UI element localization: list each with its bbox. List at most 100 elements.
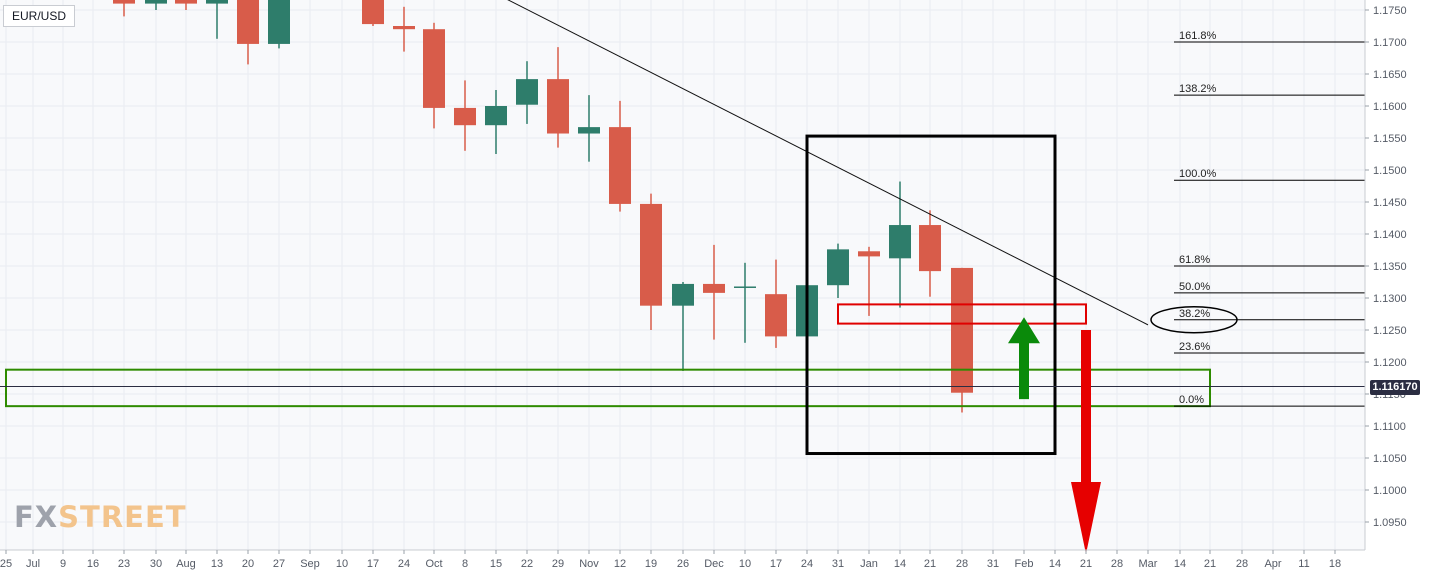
candle — [640, 193, 662, 330]
x-tick-label: 26 — [677, 558, 689, 570]
x-tick-label: 21 — [1204, 558, 1216, 570]
y-tick-label: 1.1600 — [1373, 101, 1407, 113]
support-zone — [5, 368, 1211, 408]
x-tick-label: 10 — [336, 558, 348, 570]
candle-body — [858, 251, 880, 257]
x-tick-label: 27 — [273, 558, 285, 570]
candle — [113, 0, 135, 17]
candle-body — [454, 107, 476, 126]
candle-body — [206, 0, 228, 4]
candle-body — [703, 283, 725, 293]
x-tick-label: 9 — [60, 558, 66, 570]
y-tick-label: 1.1700 — [1373, 37, 1407, 49]
x-tick-label: Jul — [26, 558, 40, 570]
candle — [268, 0, 290, 49]
candle — [175, 0, 197, 10]
candle-body — [145, 0, 167, 4]
y-tick-label: 1.0950 — [1373, 517, 1407, 529]
last-price-badge: 1.116170 — [1370, 380, 1420, 395]
candle-body — [734, 286, 756, 288]
x-tick-label: 29 — [552, 558, 564, 570]
candle-body — [362, 0, 384, 25]
candle-body — [516, 79, 538, 105]
x-tick-label: 11 — [1298, 558, 1309, 570]
logo-part-fx: FX — [14, 500, 59, 534]
y-tick-label: 1.1750 — [1373, 5, 1407, 17]
y-tick-label: 1.1450 — [1373, 197, 1407, 209]
x-tick-label: 17 — [367, 558, 379, 570]
candle — [206, 0, 228, 39]
x-tick-label: 10 — [739, 558, 751, 570]
x-tick-label: 8 — [462, 558, 468, 570]
fib-level-label: 23.6% — [1179, 341, 1210, 353]
y-tick-label: 1.1000 — [1373, 485, 1407, 497]
y-tick-label: 1.1250 — [1373, 325, 1407, 337]
y-tick-label: 1.1650 — [1373, 69, 1407, 81]
candle — [951, 267, 973, 413]
y-tick-label: 1.1200 — [1373, 357, 1407, 369]
fib-level-label: 0.0% — [1179, 394, 1204, 406]
x-tick-label: Dec — [704, 558, 724, 570]
x-tick-label: 24 — [801, 558, 813, 570]
y-axis-ticks: 1.1750 1.1700 1.1650 1.1600 1.1550 1.1500 1.14… — [1365, 5, 1407, 529]
candle — [362, 0, 384, 26]
x-tick-label: 14 — [894, 558, 906, 570]
candle — [609, 100, 631, 212]
x-tick-label: 16 — [87, 558, 99, 570]
highlight-ellipse — [1150, 306, 1238, 334]
x-tick-label: 22 — [521, 558, 533, 570]
arrow-down-icon — [1071, 330, 1101, 554]
x-tick-label: 20 — [242, 558, 254, 570]
x-tick-label: 28 — [956, 558, 968, 570]
x-tick-label: 31 — [832, 558, 844, 570]
candles — [113, 0, 973, 413]
x-tick-label: Nov — [579, 558, 599, 570]
candle — [423, 22, 445, 129]
x-tick-label: 15 — [490, 558, 502, 570]
y-tick-label: 1.1300 — [1373, 293, 1407, 305]
y-tick-label: 1.1100 — [1373, 421, 1406, 433]
candle-body — [485, 106, 507, 126]
resistance-zone — [837, 303, 1087, 325]
candle-body — [578, 127, 600, 134]
x-tick-label: 28 — [1236, 558, 1248, 570]
arrow-up-icon — [1008, 317, 1040, 400]
x-tick-label: 28 — [1111, 558, 1123, 570]
candle — [734, 262, 756, 343]
x-tick-label: 14 — [1049, 558, 1061, 570]
x-tick-label: Sep — [300, 558, 320, 570]
x-tick-label: 21 — [1080, 558, 1092, 570]
candle — [765, 259, 787, 348]
x-tick-label: 23 — [118, 558, 130, 570]
candle — [454, 80, 476, 151]
candle-body — [765, 294, 787, 337]
overlays: 161.8% 138.2% 100.0% 61.8% 50.0% 38.2% 23.6% 0.… — [0, 0, 1365, 554]
candle-body — [827, 249, 849, 286]
fib-level-label: 50.0% — [1179, 281, 1210, 293]
x-tick-label: 19 — [645, 558, 657, 570]
x-tick-label: Oct — [425, 558, 442, 570]
x-tick-label: 13 — [211, 558, 223, 570]
candle — [827, 243, 849, 298]
candle — [485, 90, 507, 154]
candle-body — [175, 0, 197, 4]
x-tick-label: 21 — [924, 558, 936, 570]
candle — [547, 47, 569, 148]
candle-body — [393, 26, 415, 30]
candle — [889, 181, 911, 308]
candle — [393, 6, 415, 52]
x-axis-ticks: 25 Jul 9 16 23 30 Aug 13 20 27 Sep 10 17 24 Oct 8 15 22 29… — [0, 550, 1341, 570]
candle — [703, 244, 725, 340]
fib-level-label: 100.0% — [1179, 168, 1217, 180]
candle — [145, 0, 167, 10]
fib-level-label: 61.8% — [1179, 254, 1210, 266]
x-tick-label: 18 — [1329, 558, 1341, 570]
candle — [516, 61, 538, 124]
x-tick-label: Feb — [1015, 558, 1034, 570]
candle-body — [672, 283, 694, 306]
fib-level-label: 138.2% — [1179, 83, 1217, 95]
y-tick-label: 1.1400 — [1373, 229, 1407, 241]
candle-body — [951, 267, 973, 393]
candle — [237, 0, 259, 65]
